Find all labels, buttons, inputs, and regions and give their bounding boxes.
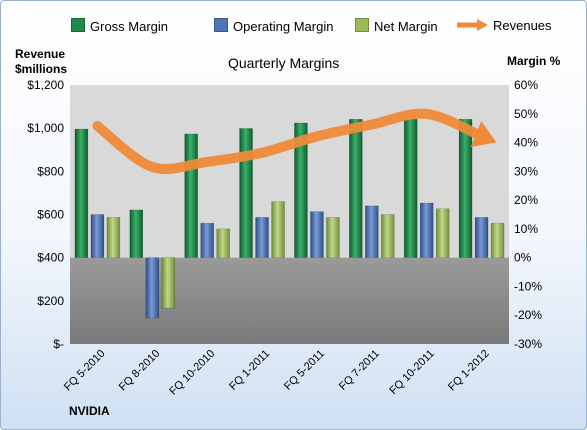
right-tick-label: -30% [514, 337, 542, 351]
bar-net-margin [216, 228, 230, 258]
bar-net-margin [490, 222, 505, 258]
left-axis-title: Revenue $millions [15, 47, 67, 77]
category-label: FQ 10-2011 [387, 348, 436, 397]
category-label: FQ 5-2010 [62, 348, 108, 394]
bar-operating-margin [365, 205, 379, 258]
bar-net-margin [381, 214, 395, 258]
bar-operating-margin [145, 257, 160, 319]
right-tick-label: 40% [514, 136, 538, 150]
company-label: NVIDIA [69, 404, 110, 418]
legend-item-revenues: Revenues [455, 18, 552, 33]
left-tick-label: $1,200 [27, 78, 64, 92]
legend-swatch-operating-margin [214, 18, 228, 32]
left-tick-label: $800 [37, 164, 64, 178]
legend-arrow-icon [457, 19, 488, 31]
bar-gross-margin [349, 118, 363, 258]
right-axis-title: Margin % [507, 54, 561, 68]
left-tick-label: $600 [37, 208, 64, 222]
right-tick-label: 20% [514, 193, 538, 207]
left-tick-label: $1,000 [27, 121, 64, 135]
left-tick-label: $200 [37, 294, 64, 308]
right-tick-label: 30% [514, 164, 538, 178]
bar-operating-margin [419, 202, 434, 258]
right-tick-label: -10% [514, 279, 542, 293]
bar-net-margin [271, 201, 285, 258]
left-tick-label: $- [53, 337, 64, 351]
plot-area-lower [70, 257, 509, 344]
bar-gross-margin [129, 209, 144, 258]
chart-title: Quarterly Margins [228, 55, 340, 71]
legend-swatch-net-margin [355, 18, 369, 32]
bar-operating-margin [255, 217, 269, 258]
legend-label-operating-margin: Operating Margin [233, 19, 334, 34]
bar-gross-margin [403, 118, 418, 258]
right-tick-label: -20% [514, 308, 542, 322]
bar-gross-margin [184, 133, 198, 258]
right-tick-label: 0% [514, 251, 532, 265]
right-tick-label: 60% [514, 78, 538, 92]
left-axis-title-line-2: $millions [15, 62, 68, 76]
bar-gross-margin [458, 118, 473, 258]
bar-operating-margin [474, 217, 489, 258]
category-label: FQ 7-2011 [337, 348, 382, 393]
revenues-arrowhead [470, 121, 497, 148]
category-label: FQ 5-2011 [282, 348, 327, 393]
bar-gross-margin [74, 128, 89, 258]
legend-label-net-margin: Net Margin [374, 19, 438, 34]
left-axis-title-line-1: Revenue [15, 47, 66, 61]
category-label: FQ 10-2010 [167, 348, 217, 398]
legend-item-net-margin: Net Margin [355, 18, 438, 34]
category-label: FQ 1-2012 [446, 348, 492, 394]
category-label: FQ 8-2010 [117, 348, 163, 394]
bar-gross-margin [239, 128, 253, 258]
category-label: FQ 1-2011 [227, 348, 272, 393]
bar-net-margin [161, 257, 176, 309]
bar-gross-margin [294, 122, 308, 258]
legend-item-operating-margin: Operating Margin [214, 18, 333, 34]
bar-net-margin [106, 217, 121, 258]
bar-net-margin [326, 217, 340, 258]
left-tick-label: $400 [37, 251, 64, 265]
right-tick-label: 50% [514, 107, 538, 121]
legend-swatch-gross-margin [71, 18, 85, 32]
legend-label-gross-margin: Gross Margin [90, 19, 169, 34]
legend-item-gross-margin: Gross Margin [71, 18, 168, 34]
bar-operating-margin [90, 214, 105, 258]
bar-operating-margin [200, 222, 214, 258]
legend-label-revenues: Revenues [493, 18, 552, 33]
right-tick-label: 10% [514, 222, 538, 236]
bar-operating-margin [310, 211, 324, 258]
bar-net-margin [435, 208, 450, 258]
